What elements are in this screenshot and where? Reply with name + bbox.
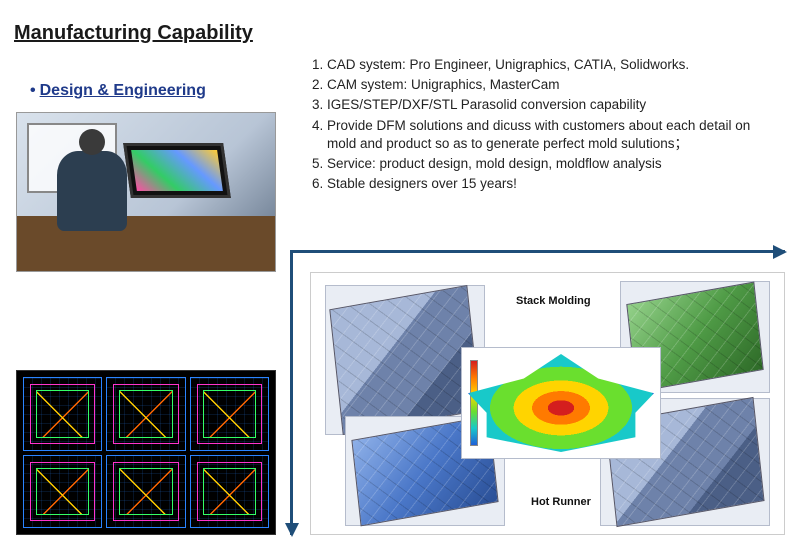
colorbar-icon — [470, 360, 478, 446]
timeline-arrow-vertical — [290, 250, 293, 535]
cad-view — [190, 455, 269, 529]
photo-desk — [17, 216, 275, 271]
office-photo — [16, 112, 276, 272]
list-item: Service: product design, mold design, mo… — [327, 155, 783, 173]
page-title: Manufacturing Capability — [14, 22, 253, 45]
list-item: CAD system: Pro Engineer, Unigraphics, C… — [327, 56, 783, 74]
mold-render-gallery: Stack Molding Hot Runner — [310, 272, 785, 535]
list-item: Stable designers over 15 years! — [327, 175, 783, 193]
capability-list: CAD system: Pro Engineer, Unigraphics, C… — [303, 56, 783, 196]
photo-person — [57, 151, 127, 231]
cad-view — [106, 455, 185, 529]
cad-view — [23, 377, 102, 451]
moldflow-simulation — [461, 347, 661, 459]
photo-monitor — [123, 143, 231, 198]
label-stack-molding: Stack Molding — [516, 295, 591, 307]
section-subtitle: Design & Engineering — [30, 82, 206, 100]
list-item: IGES/STEP/DXF/STL Parasolid conversion c… — [327, 96, 783, 114]
timeline-arrow-horizontal — [290, 250, 785, 253]
simulation-heatmap — [468, 354, 654, 452]
cad-view — [106, 377, 185, 451]
list-item: CAM system: Unigraphics, MasterCam — [327, 76, 783, 94]
list-item: Provide DFM solutions and dicuss with cu… — [327, 117, 783, 153]
cad-view — [190, 377, 269, 451]
cad-view — [23, 455, 102, 529]
label-hot-runner: Hot Runner — [531, 496, 591, 508]
cad-blueprint-image — [16, 370, 276, 535]
